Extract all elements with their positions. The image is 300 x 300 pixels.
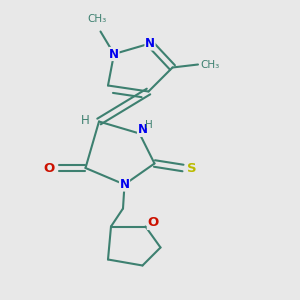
Text: H: H	[145, 120, 153, 130]
Text: CH₃: CH₃	[200, 59, 220, 70]
Text: O: O	[44, 161, 55, 175]
Text: N: N	[119, 178, 130, 191]
Text: N: N	[137, 123, 148, 136]
Text: O: O	[147, 216, 159, 230]
Text: H: H	[81, 113, 90, 127]
Text: N: N	[109, 47, 119, 61]
Text: N: N	[145, 37, 155, 50]
Text: S: S	[187, 161, 197, 175]
Text: CH₃: CH₃	[88, 14, 107, 24]
